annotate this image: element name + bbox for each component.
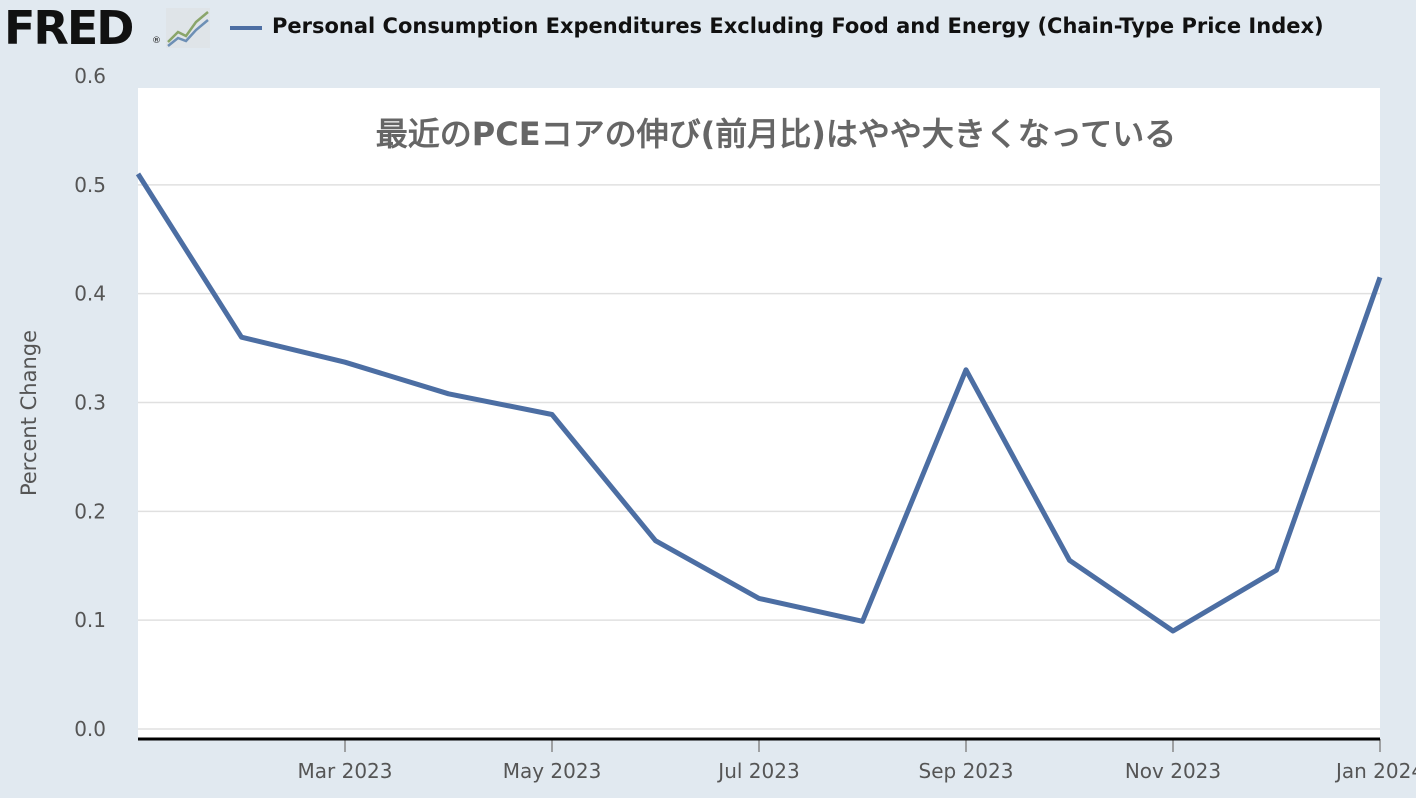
- y-tick-label: 0.3: [74, 391, 106, 415]
- y-axis-ticks: 0.0 0.1 0.2 0.3 0.4 0.5 0.6: [74, 64, 106, 741]
- series-line[interactable]: [135, 172, 1383, 634]
- x-tick-label: May 2023: [503, 759, 602, 783]
- y-tick-label: 0.6: [74, 64, 106, 88]
- data-point[interactable]: [1165, 623, 1181, 639]
- chart-annotation: 最近のPCEコアの伸び(前月比)はやや大きくなっている: [376, 115, 1176, 153]
- y-tick-label: 0.2: [74, 499, 106, 523]
- x-tick-label: Sep 2023: [919, 759, 1014, 783]
- data-point[interactable]: [441, 386, 457, 402]
- legend-swatch: [230, 26, 262, 30]
- y-tick-label: 0.5: [74, 173, 106, 197]
- data-point[interactable]: [337, 354, 353, 370]
- chart-header: FRED ® Personal Consumption Expenditures…: [0, 0, 1416, 56]
- data-point[interactable]: [1269, 562, 1285, 578]
- x-axis-ticks: Mar 2023 May 2023 Jul 2023 Sep 2023 Nov 2023…: [298, 739, 1416, 783]
- data-point[interactable]: [1062, 552, 1078, 568]
- data-point[interactable]: [130, 166, 146, 182]
- data-point[interactable]: [234, 329, 250, 345]
- y-tick-label: 0.0: [74, 717, 106, 741]
- plot-area: [138, 88, 1380, 740]
- x-tick-label: Jan 2024: [1334, 759, 1416, 783]
- x-tick-label: Nov 2023: [1125, 759, 1221, 783]
- x-tick-label: Jul 2023: [716, 759, 799, 783]
- data-point[interactable]: [855, 613, 871, 629]
- data-point[interactable]: [648, 533, 664, 549]
- series-group: [130, 166, 1388, 639]
- x-tick-label: Mar 2023: [298, 759, 393, 783]
- y-tick-label: 0.1: [74, 608, 106, 632]
- gridlines: [138, 184, 1380, 730]
- data-point[interactable]: [751, 590, 767, 606]
- legend-label[interactable]: Personal Consumption Expenditures Exclud…: [272, 14, 1324, 38]
- y-axis-title: Percent Change: [17, 330, 41, 496]
- registered-mark: ®: [152, 36, 161, 46]
- y-tick-label: 0.4: [74, 282, 106, 306]
- fred-logo[interactable]: FRED: [4, 1, 134, 55]
- data-point[interactable]: [958, 362, 974, 378]
- data-point[interactable]: [544, 406, 560, 422]
- data-point[interactable]: [1372, 269, 1388, 285]
- line-graph-icon: [166, 8, 210, 48]
